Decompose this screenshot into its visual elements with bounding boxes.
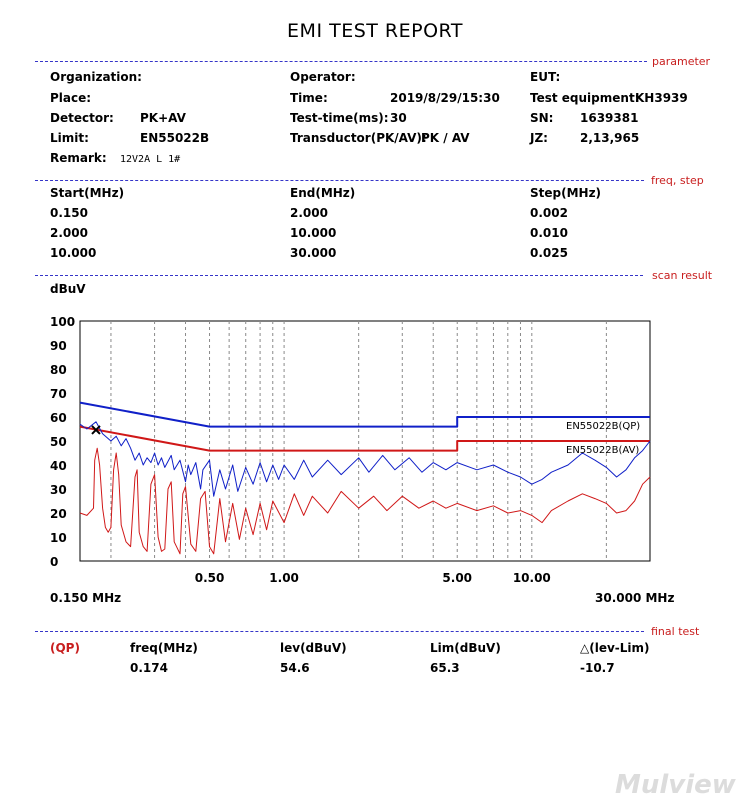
step-mhz-header: Step(MHz)	[530, 186, 602, 200]
emission-chart: 0 10 20 30 40 50 60 70 80 90 100 0.50 1.00 5.00 10.00…	[50, 315, 651, 585]
y-tick-label: 10	[50, 531, 67, 545]
trace-2	[79, 421, 651, 497]
start-mhz-header: Start(MHz)	[50, 186, 125, 200]
jz-label: JZ:	[530, 131, 548, 145]
peak-marker	[91, 425, 101, 435]
freq-cell: 0.150	[50, 206, 88, 220]
test-time-label: Test-time(ms):	[290, 111, 389, 125]
final-test-section-label: final test	[651, 625, 700, 638]
parameter-section-label: parameter	[652, 55, 711, 68]
test-equipment-label: Test equipment:	[530, 91, 640, 105]
delta-header: △(lev-Lim)	[580, 641, 650, 655]
y-tick-label: 0	[50, 555, 58, 569]
final-level-value: 54.6	[280, 661, 310, 675]
transductor-label: Transductor(PK/AV):	[290, 131, 427, 145]
y-tick-label: 40	[50, 459, 67, 473]
test-time-value: 30	[390, 111, 407, 125]
y-tick-label: 70	[50, 387, 67, 401]
y-axis-unit-label: dBuV	[50, 282, 86, 296]
final-limit-value: 65.3	[430, 661, 460, 675]
scan-result-separator	[35, 275, 643, 276]
x-tick-label: 1.00	[269, 571, 299, 585]
limit-header: Lim(dBuV)	[430, 641, 501, 655]
report-title: EMI TEST REPORT	[287, 20, 463, 42]
y-tick-label: 30	[50, 483, 67, 497]
remark-label: Remark:	[50, 151, 107, 165]
freq-cell: 0.002	[530, 206, 568, 220]
x-tick-label: 5.00	[442, 571, 472, 585]
watermark-logo: Mulview	[615, 770, 736, 800]
y-tick-label: 100	[50, 315, 75, 329]
time-value: 2019/8/29/15:30	[390, 91, 500, 105]
organization-label: Organization:	[50, 70, 142, 84]
limit-label: Limit:	[50, 131, 89, 145]
operator-label: Operator:	[290, 70, 356, 84]
y-tick-label: 60	[50, 411, 67, 425]
end-mhz-header: End(MHz)	[290, 186, 356, 200]
sn-label: SN:	[530, 111, 554, 125]
eut-label: EUT:	[530, 70, 561, 84]
x-tick-label: 10.00	[513, 571, 551, 585]
limit-line-1	[79, 425, 650, 452]
freq-cell: 2.000	[290, 206, 328, 220]
level-header: lev(dBuV)	[280, 641, 347, 655]
detector-mode-header: (QP)	[50, 641, 80, 655]
scan-result-section-label: scan result	[652, 269, 713, 282]
freq-cell: 10.000	[290, 226, 337, 240]
freq-cell: 0.010	[530, 226, 568, 240]
limit-value: EN55022B	[140, 131, 210, 145]
test-equipment-value: KH3939	[635, 91, 688, 105]
x-start-label: 0.150 MHz	[50, 591, 122, 605]
y-tick-label: 20	[50, 507, 67, 521]
detector-label: Detector:	[50, 111, 114, 125]
freq-cell: 30.000	[290, 246, 337, 260]
jz-value: 2,13,965	[580, 131, 640, 145]
limit-line-labels: EN55022B(QP) EN55022B(AV)	[566, 421, 640, 456]
time-label: Time:	[290, 91, 328, 105]
y-tick-labels: 0 10 20 30 40 50 60 70 80 90 100	[50, 315, 75, 569]
detector-value: PK+AV	[140, 111, 186, 125]
transductor-value: PK / AV	[421, 131, 470, 145]
peak-marker-x	[91, 425, 101, 435]
freq-header: freq(MHz)	[130, 641, 198, 655]
limit-line-0	[79, 401, 650, 428]
freq-cell: 0.025	[530, 246, 568, 260]
limit-line-label: EN55022B(QP)	[566, 421, 640, 432]
remark-value: 12V2A L 1#	[120, 154, 181, 165]
freq-cell: 2.000	[50, 226, 88, 240]
freq-step-separator	[35, 180, 644, 181]
parameter-separator	[35, 61, 647, 62]
final-delta-value: -10.7	[580, 661, 615, 675]
x-tick-labels: 0.50 1.00 5.00 10.00	[195, 571, 551, 585]
trace-3	[79, 447, 651, 555]
final-freq-value: 0.174	[130, 661, 168, 675]
sn-value: 1639381	[580, 111, 639, 125]
y-tick-label: 90	[50, 339, 67, 353]
x-end-label: 30.000 MHz	[595, 591, 675, 605]
freq-cell: 10.000	[50, 246, 97, 260]
place-label: Place:	[50, 91, 92, 105]
y-tick-label: 80	[50, 363, 67, 377]
limit-line-label: EN55022B(AV)	[566, 445, 639, 456]
final-test-separator	[35, 631, 644, 632]
series-lines	[79, 401, 651, 555]
x-tick-label: 0.50	[195, 571, 225, 585]
freq-step-section-label: freq, step	[651, 174, 704, 187]
y-tick-label: 50	[50, 435, 67, 449]
